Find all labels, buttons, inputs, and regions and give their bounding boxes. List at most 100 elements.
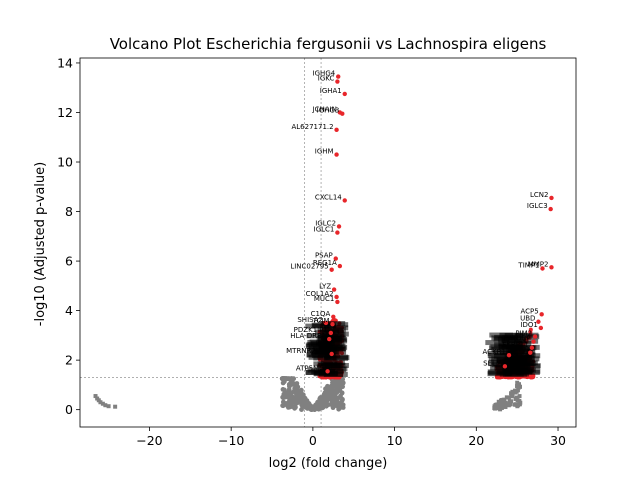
non-significant-point (286, 387, 292, 392)
significant-point (336, 224, 342, 229)
non-significant-point (302, 399, 308, 405)
y-tick-label: 12 (57, 105, 73, 120)
gene-label: IGHA1 (320, 87, 342, 95)
overlapping-label-mark (310, 341, 335, 347)
gene-label: LYZ (319, 283, 331, 291)
significant-point (538, 325, 544, 331)
non-significant-point (326, 402, 331, 408)
gene-label: IGLC2 (315, 219, 336, 227)
non-significant-point (322, 390, 328, 396)
gene-label: C1QA (311, 310, 331, 318)
significant-point (331, 287, 337, 292)
non-significant-point (495, 406, 500, 411)
non-significant-point (281, 387, 287, 393)
gene-label: IDO1 (520, 321, 537, 329)
overlapping-label-mark (497, 336, 522, 342)
overlapping-label-mark (508, 354, 533, 360)
gene-label: FKBP11 (502, 341, 529, 349)
x-tick-label: −20 (136, 433, 162, 448)
non-significant-point (307, 403, 313, 409)
plot-frame (79, 57, 577, 428)
overlapping-label-mark (323, 338, 348, 344)
gene-label: MUC1 (314, 295, 335, 303)
overlapping-label-mark (514, 332, 539, 338)
gene-label: PIM2 (515, 330, 532, 338)
y-tick-label: 0 (65, 402, 73, 417)
gene-label: ATP5MG (296, 364, 325, 372)
significant-point (536, 319, 541, 324)
x-tick-label: 0 (309, 433, 317, 448)
significant-point (335, 79, 340, 84)
non-significant-point (100, 401, 105, 406)
y-axis-label: -log10 (Adjusted p-value) (33, 162, 48, 326)
non-significant-point (340, 376, 346, 382)
overlapping-label-mark (321, 367, 346, 373)
significant-point (328, 330, 334, 336)
non-significant-point (492, 404, 497, 409)
significant-point (335, 299, 340, 305)
significant-point (325, 369, 330, 374)
non-significant-point (280, 403, 286, 409)
significant-point (531, 339, 536, 344)
gene-label: PDZK1IP1 (294, 326, 328, 334)
x-axis-label: log2 (fold change) (269, 456, 388, 471)
significant-point (323, 320, 329, 326)
non-significant-point (499, 405, 504, 410)
significant-point (528, 327, 533, 332)
non-significant-point (497, 403, 502, 408)
non-significant-point (513, 396, 518, 401)
non-significant-point (295, 395, 301, 401)
non-significant-point (500, 402, 505, 407)
significant-point (548, 206, 553, 212)
gene-label: TYROBP (502, 335, 531, 343)
gene-label: IGKC (318, 75, 335, 83)
overlapping-label-mark (305, 369, 330, 375)
non-significant-point (334, 390, 340, 395)
significant-point (340, 111, 345, 116)
gene-label: SELM (483, 359, 502, 367)
significant-point (334, 152, 339, 157)
overlapping-label-mark (505, 365, 530, 371)
non-significant-point (514, 402, 519, 407)
significant-point (549, 195, 554, 201)
significant-point (539, 312, 544, 317)
gene-label: HLA-DRB1 (290, 332, 326, 340)
overlapping-label-mark (313, 361, 338, 367)
non-significant-point (280, 380, 286, 386)
non-significant-point (516, 385, 521, 390)
overlapping-label-mark (315, 329, 340, 335)
overlapping-label-mark (318, 345, 343, 351)
non-significant-point (299, 407, 304, 412)
non-significant-point (294, 381, 300, 386)
gene-label: JCHAIN (312, 105, 337, 113)
significant-point (529, 345, 535, 350)
non-significant-point (281, 395, 286, 401)
x-tick-label: −10 (218, 433, 244, 448)
significant-point (342, 198, 347, 203)
gene-label: TIMP1 (517, 262, 539, 270)
overlapping-label-mark (488, 356, 513, 362)
non-significant-point (503, 404, 508, 409)
overlapping-label-mark (324, 354, 349, 360)
non-significant-point (287, 396, 293, 402)
non-significant-point (515, 380, 520, 385)
non-significant-point (335, 395, 341, 401)
non-significant-point (339, 390, 345, 396)
gene-label: TCIM (312, 317, 330, 325)
significant-point (334, 294, 339, 300)
non-significant-point (303, 403, 309, 409)
gene-label: MTRNR2L12 (286, 347, 329, 355)
non-significant-point (504, 395, 509, 400)
non-significant-point (333, 381, 339, 387)
gene-label: LCN2 (530, 191, 548, 199)
gene-label: PSAP (315, 252, 333, 260)
significant-point (342, 91, 347, 97)
overlapping-label-mark (493, 349, 518, 355)
gene-label: IGHG4 (313, 70, 336, 78)
gene-label: IGHM (315, 148, 334, 156)
significant-point (335, 230, 340, 235)
gene-label: ACKR1 (483, 348, 506, 356)
